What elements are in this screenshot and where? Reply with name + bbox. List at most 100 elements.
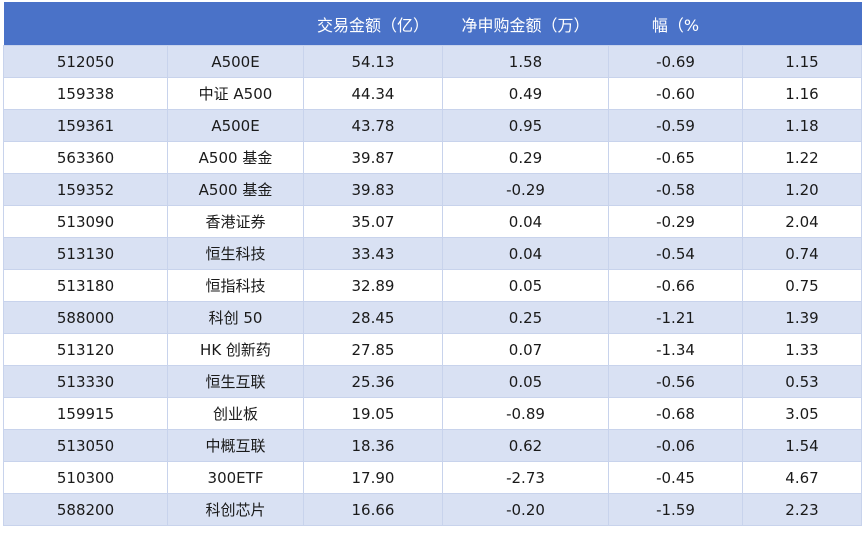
table-cell: 0.05 (442, 365, 609, 398)
table-cell: 512050 (3, 45, 168, 78)
table-cell: A500 基金 (167, 141, 304, 174)
table-cell: 513090 (3, 205, 168, 238)
table-cell: 513180 (3, 269, 168, 302)
table-cell: -0.58 (608, 173, 743, 206)
table-cell: A500E (167, 45, 304, 78)
table-row: 588200 科创芯片 16.66 -0.20 -1.59 2.23 (3, 493, 862, 526)
table-cell: 1.58 (442, 45, 609, 78)
table-cell: -0.45 (608, 461, 743, 494)
table-row: 513180 恒指科技 32.89 0.05 -0.66 0.75 (3, 269, 862, 302)
table-cell: 18.36 (303, 429, 443, 462)
table-cell: -1.59 (608, 493, 743, 526)
table-cell: 513130 (3, 237, 168, 270)
table-cell: 0.75 (742, 269, 862, 302)
table-cell: 32.89 (303, 269, 443, 302)
table-cell: 16.66 (303, 493, 443, 526)
table-row: 159338 中证 A500 44.34 0.49 -0.60 1.16 (3, 77, 862, 110)
table-cell: -1.34 (608, 333, 743, 366)
header-cell: 幅（% (608, 2, 743, 46)
table-cell: 0.49 (442, 77, 609, 110)
table-cell: 2.04 (742, 205, 862, 238)
table-cell: -0.65 (608, 141, 743, 174)
table-cell: 44.34 (303, 77, 443, 110)
table-cell: 香港证券 (167, 205, 304, 238)
table-cell: -0.54 (608, 237, 743, 270)
table-cell: 54.13 (303, 45, 443, 78)
table-row: 513330 恒生互联 25.36 0.05 -0.56 0.53 (3, 365, 862, 398)
header-cell: 交易金额（亿） (303, 2, 443, 46)
table-cell: 27.85 (303, 333, 443, 366)
table-cell: 1.22 (742, 141, 862, 174)
table-cell: 1.33 (742, 333, 862, 366)
table-cell: 159361 (3, 109, 168, 142)
table-cell: 0.95 (442, 109, 609, 142)
table-cell: -0.69 (608, 45, 743, 78)
table-cell: 中证 A500 (167, 77, 304, 110)
table-cell: 28.45 (303, 301, 443, 334)
table-cell: 39.87 (303, 141, 443, 174)
table-row: 513120 HK 创新药 27.85 0.07 -1.34 1.33 (3, 333, 862, 366)
table-cell: A500E (167, 109, 304, 142)
table-cell: HK 创新药 (167, 333, 304, 366)
table-row: 563360 A500 基金 39.87 0.29 -0.65 1.22 (3, 141, 862, 174)
table-cell: 创业板 (167, 397, 304, 430)
table-cell: 1.15 (742, 45, 862, 78)
table-cell: 1.18 (742, 109, 862, 142)
table-cell: 0.62 (442, 429, 609, 462)
table-cell: 33.43 (303, 237, 443, 270)
table-cell: 2.23 (742, 493, 862, 526)
table-cell: 563360 (3, 141, 168, 174)
table-row: 513130 恒生科技 33.43 0.04 -0.54 0.74 (3, 237, 862, 270)
table-row: 513090 香港证券 35.07 0.04 -0.29 2.04 (3, 205, 862, 238)
table-cell: 43.78 (303, 109, 443, 142)
table-cell: -0.29 (442, 173, 609, 206)
table-cell: 510300 (3, 461, 168, 494)
table-cell: 0.29 (442, 141, 609, 174)
table-cell: 1.54 (742, 429, 862, 462)
table-cell: 0.04 (442, 237, 609, 270)
table-cell: 1.16 (742, 77, 862, 110)
header-cell (167, 2, 304, 46)
table-cell: 35.07 (303, 205, 443, 238)
table-cell: 1.20 (742, 173, 862, 206)
table-cell: -0.59 (608, 109, 743, 142)
header-cell: 净申购金额（万） (442, 2, 609, 46)
table-container: 交易金额（亿） 净申购金额（万） 幅（% 512050 A500E 54.13 1.58-… (3, 2, 862, 530)
table-row: 512050 A500E 54.13 1.58 -0.69 1.15 (3, 45, 862, 78)
table-cell: -0.66 (608, 269, 743, 302)
table-cell: -0.20 (442, 493, 609, 526)
table-cell: 300ETF (167, 461, 304, 494)
table-cell: 0.07 (442, 333, 609, 366)
table-cell: 科创芯片 (167, 493, 304, 526)
table-cell: 513120 (3, 333, 168, 366)
table-cell: 1.39 (742, 301, 862, 334)
table-cell: 0.05 (442, 269, 609, 302)
table-cell: 恒生科技 (167, 237, 304, 270)
table-row: 510300 300ETF 17.90 -2.73 -0.45 4.67 (3, 461, 862, 494)
table-cell: 159338 (3, 77, 168, 110)
table-cell: 17.90 (303, 461, 443, 494)
table-row: 159361 A500E 43.78 0.95 -0.59 1.18 (3, 109, 862, 142)
table-row: 159915 创业板 19.05 -0.89 -0.68 3.05 (3, 397, 862, 430)
table-cell: 25.36 (303, 365, 443, 398)
table-cell: 0.53 (742, 365, 862, 398)
table-cell: 588200 (3, 493, 168, 526)
table-cell: 513330 (3, 365, 168, 398)
table-row: 588000 科创 50 28.45 0.25 -1.21 1.39 (3, 301, 862, 334)
header-cell (742, 2, 862, 46)
table-cell: -2.73 (442, 461, 609, 494)
table-cell: -0.68 (608, 397, 743, 430)
table-cell: 39.83 (303, 173, 443, 206)
table-cell: 恒指科技 (167, 269, 304, 302)
table-cell: 0.04 (442, 205, 609, 238)
table-cell: -0.06 (608, 429, 743, 462)
table-cell: 4.67 (742, 461, 862, 494)
table-cell: -0.56 (608, 365, 743, 398)
table-cell: 19.05 (303, 397, 443, 430)
table-cell: 中概互联 (167, 429, 304, 462)
table-cell: 科创 50 (167, 301, 304, 334)
table-cell: 3.05 (742, 397, 862, 430)
table-cell: A500 基金 (167, 173, 304, 206)
table-cell: 0.74 (742, 237, 862, 270)
